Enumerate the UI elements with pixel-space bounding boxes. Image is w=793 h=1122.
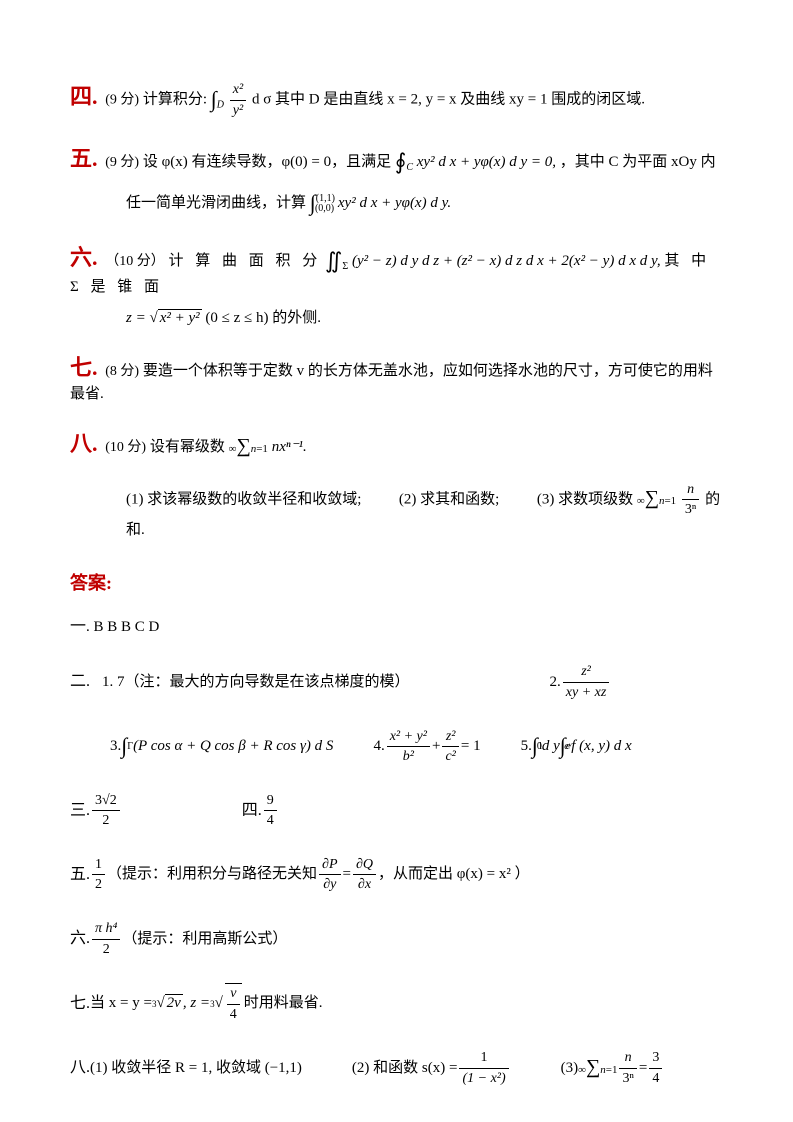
cbrt-icon: √2v	[156, 993, 182, 1014]
problem-text: 计 算 曲 面 积 分	[169, 253, 322, 269]
fraction: 34	[649, 1048, 662, 1088]
surface-sigma: Σ	[342, 261, 348, 272]
fraction: z² xy + xz	[563, 662, 610, 702]
double-integral-icon: ∬	[325, 248, 342, 273]
problem-text: 计算积分:	[143, 92, 207, 108]
plus: +	[432, 736, 440, 757]
integrand: (y² − z) d y d z + (z² − x) d z d x + 2(…	[352, 253, 661, 269]
problem-4: 四. (9 分) 计算积分: ∫D x² y² d σ 其中 D 是由直线 x …	[70, 80, 723, 120]
problem-text: d σ 其中 D 是由直线 x = 2, y = x 及曲线 xy = 1 围成…	[252, 92, 645, 108]
answer-6: 六. π h⁴2 （提示：利用高斯公式）	[70, 919, 723, 959]
fraction: ∂P∂y	[319, 855, 340, 895]
points: (9 分)	[105, 155, 139, 170]
fraction: ∂Q∂x	[353, 855, 376, 895]
problem-number: 四.	[70, 84, 98, 109]
fraction: x² y²	[230, 80, 246, 120]
answer-2-row2: 3. ∫Γ (P cos α + Q cos β + R cos γ) d S …	[110, 727, 723, 767]
problem-text: 要造一个体积等于定数 v 的长方体无盖水池，应如何选择水池的尺寸，方可使它的用料…	[70, 363, 713, 402]
problem-5: 五. (9 分) 设 φ(x) 有连续导数，φ(0) = 0，且满足 ∮C xy…	[70, 144, 723, 219]
fraction: n 3ⁿ	[682, 480, 699, 520]
problem-number: 七.	[70, 355, 98, 380]
problem-text: ，其中 C 为平面 xOy 内	[560, 154, 716, 170]
fraction: π h⁴2	[92, 919, 120, 959]
problem-6: 六. （10 分） 计 算 曲 面 积 分 ∬Σ (y² − z) d y d …	[70, 243, 723, 329]
equals: =	[343, 864, 351, 885]
points: (8 分)	[105, 364, 139, 379]
sum-icon: ∞∑n=1	[229, 438, 268, 457]
points: （10 分）	[105, 254, 165, 269]
answer-2-row1: 二. 1. 7（注：最大的方向导数是在该点梯度的模） 2. z² xy + xz	[70, 662, 723, 702]
integrand: xy² d x + yφ(x) d y = 0,	[417, 154, 556, 170]
oint-icon: ∮	[395, 149, 406, 174]
region-d: D	[217, 100, 224, 111]
problem-7: 七. (8 分) 要造一个体积等于定数 v 的长方体无盖水池，应如何选择水池的尺…	[70, 353, 723, 405]
sum-icon: ∞∑n=1	[578, 1059, 617, 1078]
problem-text: 设有幂级数	[150, 439, 225, 455]
problem-8: 八. (10 分) 设有幂级数 ∞∑n=1 nxⁿ⁻¹. (1) 求该幂级数的收…	[70, 429, 723, 541]
curve-c: C	[406, 162, 413, 173]
fraction: x² + y²b²	[387, 727, 430, 767]
fraction: n3ⁿ	[619, 1048, 636, 1088]
problem-line2: 任一简单光滑闭曲线，计算 ∫(1,1)(0,0) xy² d x + yφ(x)…	[126, 188, 723, 219]
points: (10 分)	[105, 440, 146, 455]
points: (9 分)	[105, 93, 139, 108]
sum-icon: ∞∑n=1	[637, 490, 676, 509]
answer-1: 一. B B B C D	[70, 616, 723, 638]
equals: =	[639, 1058, 647, 1079]
answer-3-4: 三. 3√22 四. 94	[70, 791, 723, 831]
problem-line2: z = √x² + y² (0 ≤ z ≤ h) 的外侧.	[126, 308, 723, 329]
answers-header: 答案:	[70, 571, 723, 596]
problem-number: 八.	[70, 431, 98, 456]
fraction: 3√22	[92, 791, 120, 831]
cbrt-icon: √v4	[215, 983, 244, 1024]
problem-number: 五.	[70, 146, 98, 171]
fraction: z²c²	[442, 727, 458, 767]
sqrt-icon: √x² + y²	[149, 308, 201, 329]
lower-bound: (0,0)	[315, 203, 334, 214]
problem-number: 六.	[70, 245, 98, 270]
fraction: 12	[92, 855, 105, 895]
problem-text: 设 φ(x) 有连续导数，φ(0) = 0，且满足	[143, 154, 391, 170]
answer-5: 五. 12 （提示：利用积分与路径无关知 ∂P∂y = ∂Q∂x ，从而定出 φ…	[70, 855, 723, 895]
fraction: 94	[264, 791, 277, 831]
answer-8: 八. (1) 收敛半径 R = 1, 收敛域 (−1,1) (2) 和函数 s(…	[70, 1048, 723, 1088]
fraction: 1(1 − x²)	[459, 1048, 508, 1088]
subparts: (1) 求该幂级数的收敛半径和收敛域; (2) 求其和函数; (3) 求数项级数…	[126, 480, 723, 541]
answer-7: 七. 当 x = y = 3√2v , z = 3√v4 时用料最省.	[70, 983, 723, 1024]
